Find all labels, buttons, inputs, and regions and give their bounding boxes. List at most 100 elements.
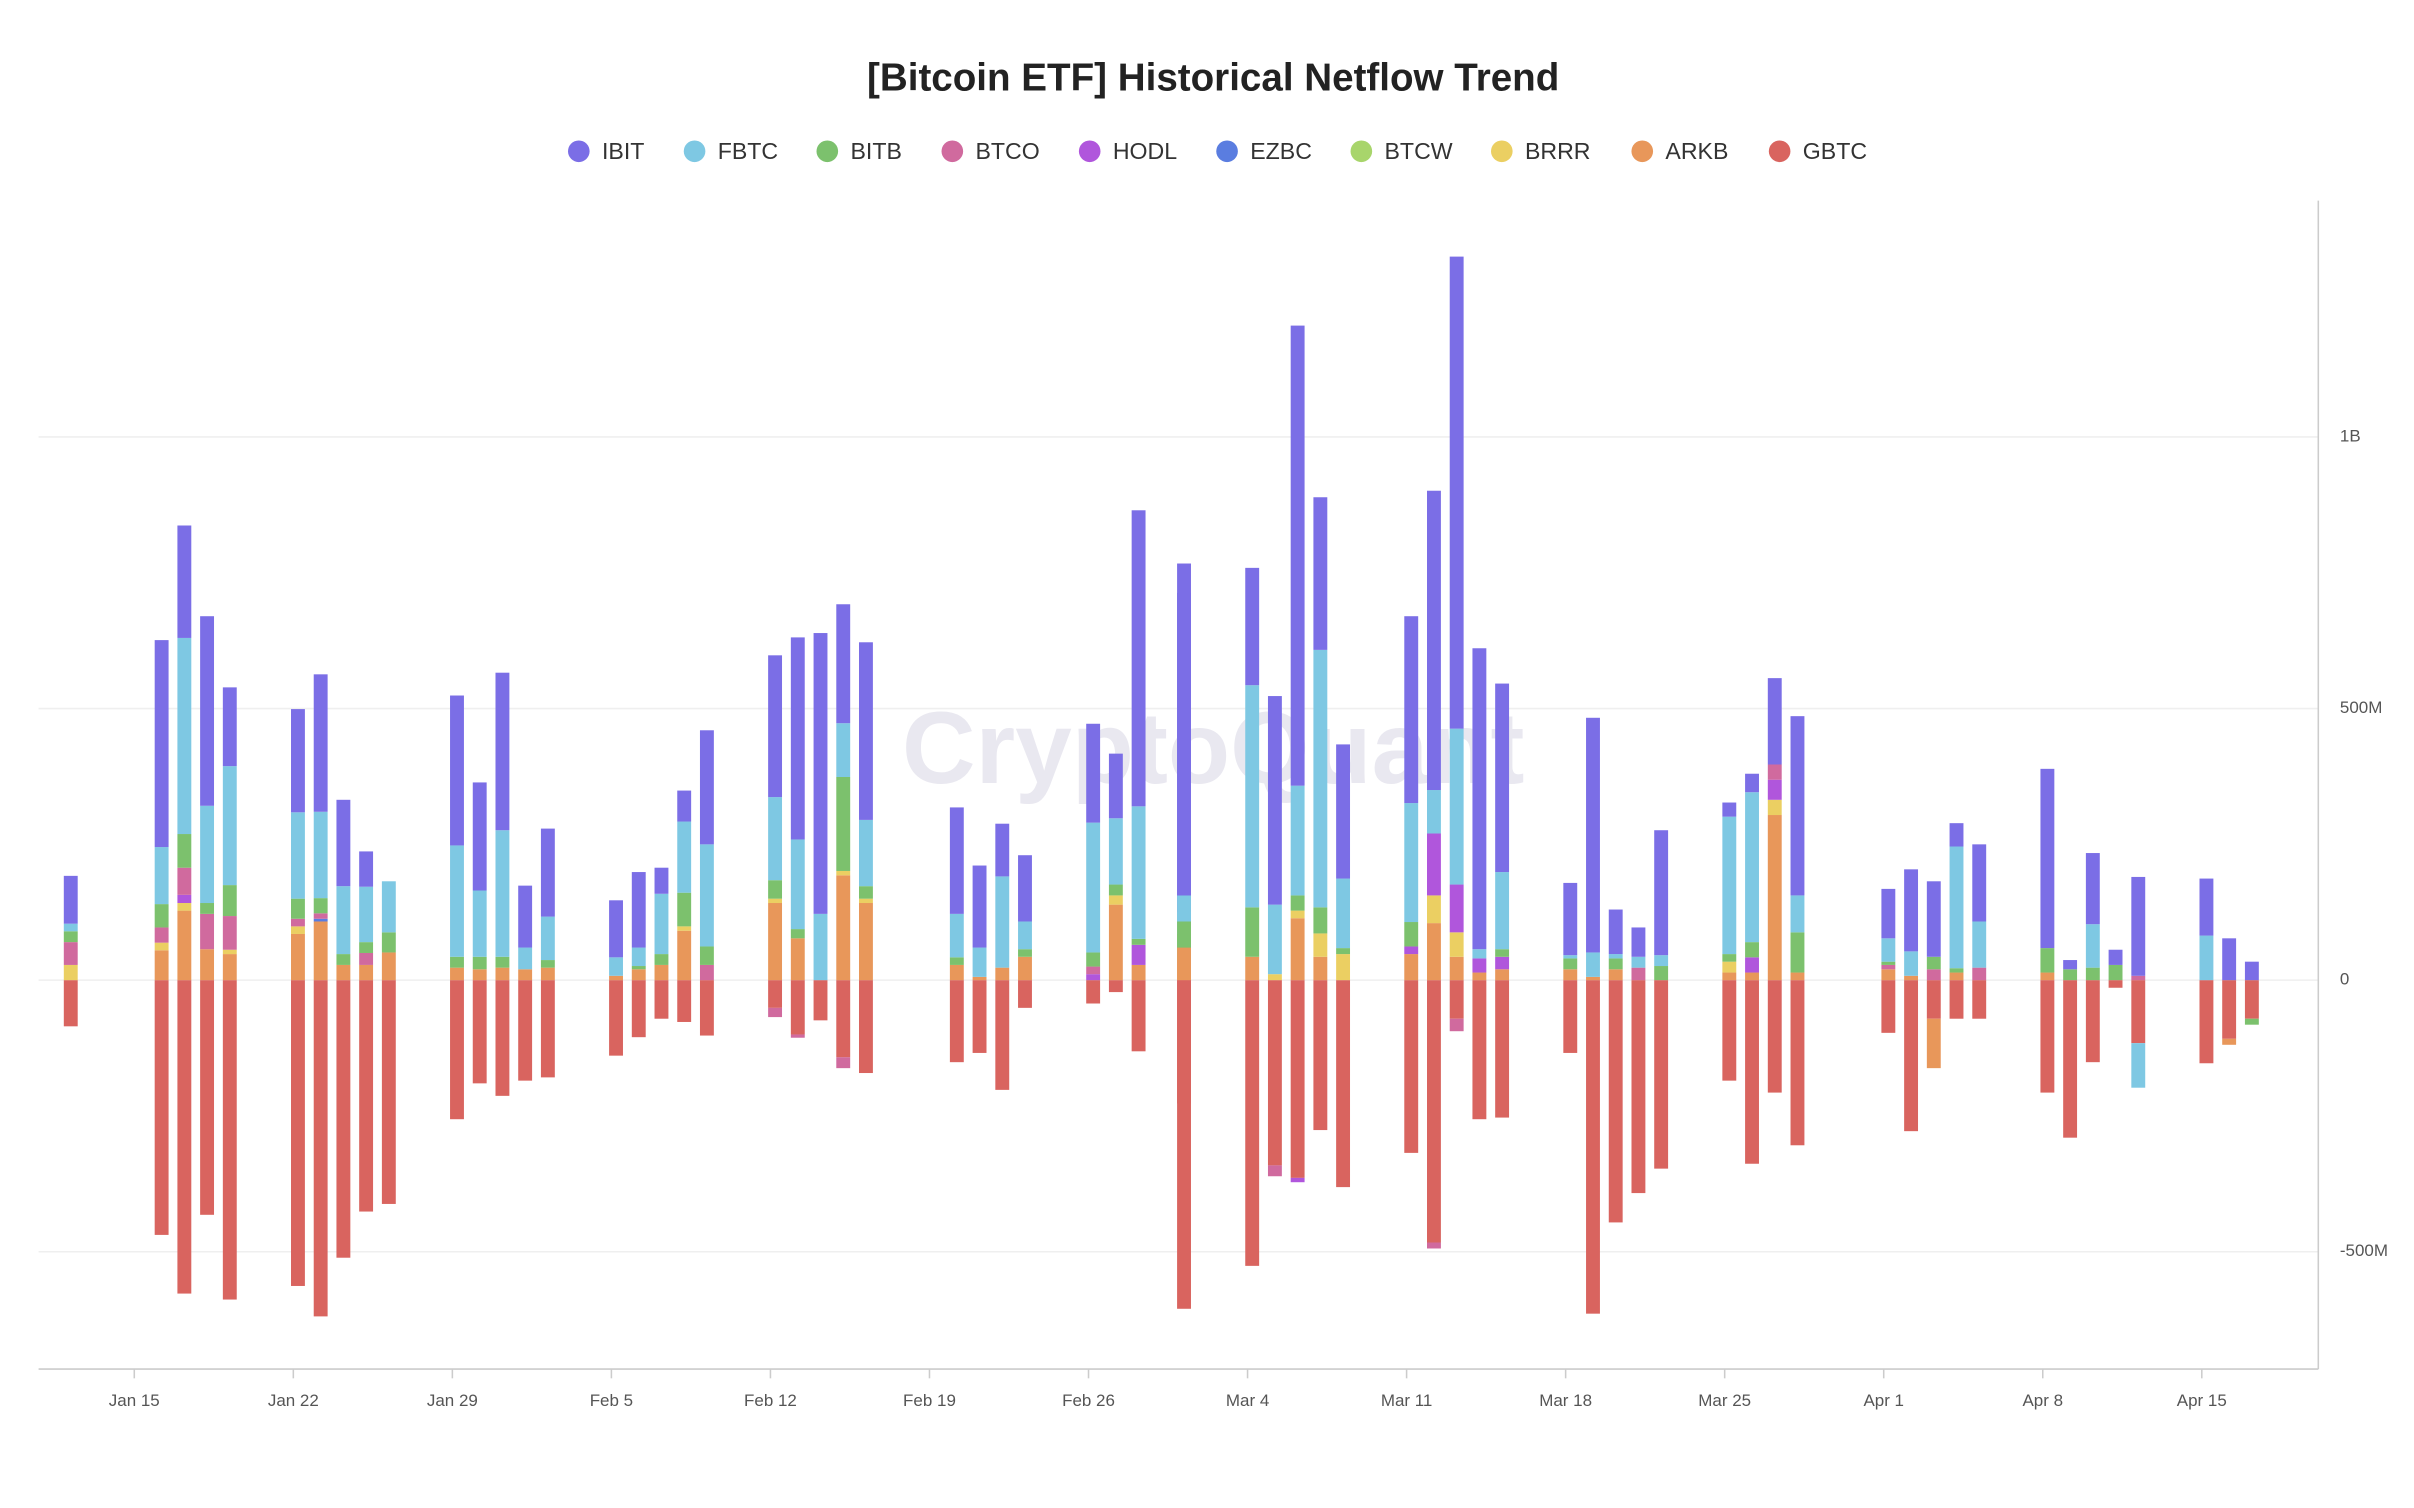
bar-segment [495,980,510,1096]
bar-segment [654,954,669,965]
bar-segment [1404,803,1419,923]
bar-segment [1745,972,1759,981]
bar-segment [1722,980,1737,1081]
bar-segment [1631,927,1646,957]
y-tick-label: 500M [2340,698,2382,717]
bar-segment [63,875,78,924]
bar-segment [1745,980,1759,1164]
bar-segment [2108,949,2123,965]
bar-segment [859,819,873,887]
bar-segment [200,949,215,981]
x-tick-label: Apr 8 [2022,1391,2063,1410]
bar-segment [1449,728,1464,885]
bar-segment [200,980,215,1215]
bar-segment [1404,922,1419,947]
bar-segment [1018,855,1032,922]
bar-segment [859,886,873,899]
legend-marker [1768,140,1791,163]
legend: IBIT FBTC BITB BTCO HODL EZBC BTCW BRRR ARKB GBTC [568,138,1867,164]
bar-segment [654,893,669,955]
bar-segment [836,875,851,981]
bar-segment [2040,768,2055,949]
bar-segment [1086,974,1101,981]
bar-segment [1472,972,1487,981]
bar-segment [1267,974,1282,981]
bar-segment [1790,895,1805,933]
bar-segment [677,926,692,931]
legend-label: BRRR [1525,138,1591,164]
bar-segment [1790,932,1805,973]
bar-segment [63,942,78,965]
bar-segment [1449,884,1464,933]
bar-segment [1427,790,1441,834]
x-tick-label: Mar 4 [1226,1391,1269,1410]
bar-segment [1336,878,1351,949]
bar-segment [949,957,964,965]
bar-segment [1722,816,1737,955]
bar-segment [677,892,692,927]
bar-segment [768,1007,783,1018]
bar-segment [313,980,328,1317]
bar-segment [450,695,464,846]
bar-segment [472,956,487,970]
legend-label: HODL [1113,138,1177,164]
bar-segment [222,949,237,955]
bar-segment [609,900,623,958]
bar-segment [291,709,305,813]
bar-segment [1449,956,1464,981]
bar-segment [1790,972,1805,981]
bar-segment [609,980,623,1056]
bar-segment [790,938,805,981]
bar-segment [1563,980,1578,1053]
x-tick-label: Feb 5 [590,1391,633,1410]
bar-segment [381,980,396,1204]
bar-segment [1245,907,1260,957]
bar-segment [836,870,851,876]
bar-segment [1608,909,1623,955]
bar-segment [1767,764,1782,780]
bar-segment [995,876,1010,968]
bar-segment [381,952,396,981]
bar-segment [1336,980,1351,1188]
bar-segment [1472,980,1487,1120]
bar-segment [836,980,851,1058]
bar-segment [699,980,714,1036]
legend-label: GBTC [1803,138,1867,164]
bar-segment [972,947,987,977]
bar-segment [2085,967,2100,981]
bar-segment [336,980,351,1258]
bar-segment [154,980,169,1235]
bar-segment [2040,980,2055,1093]
bar-segment [631,966,646,970]
bar-segment [790,980,805,1035]
bar-segment [1108,904,1123,981]
bar-segment [222,885,237,917]
bar-segment [836,776,851,871]
bar-segment [654,867,669,894]
bar-segment [1404,980,1419,1153]
legend-label: FBTC [718,138,778,164]
bar-segment [495,956,510,968]
bar-segment [177,525,192,638]
bar-segment [1767,779,1782,800]
bar-segment [1586,717,1600,953]
bar-segment [1972,980,1987,1019]
bar-segment [1881,969,1896,981]
bar-segment [790,839,805,930]
bar-segment [1472,648,1487,950]
bar-segment [2199,878,2214,936]
bar-segment [1926,980,1941,1019]
bar-segment [1313,933,1328,957]
bar-segment [1290,325,1305,786]
bar-segment [1586,980,1600,1314]
bar-segment [1745,792,1759,943]
bar-segment [200,805,215,904]
bar-segment [1336,744,1351,879]
legend-label: BTCO [975,138,1039,164]
bar-segment [177,910,192,981]
bar-segment [972,976,987,981]
bar-segment [336,799,351,887]
x-tick-label: Mar 18 [1539,1391,1592,1410]
bar-segment [1018,980,1032,1008]
